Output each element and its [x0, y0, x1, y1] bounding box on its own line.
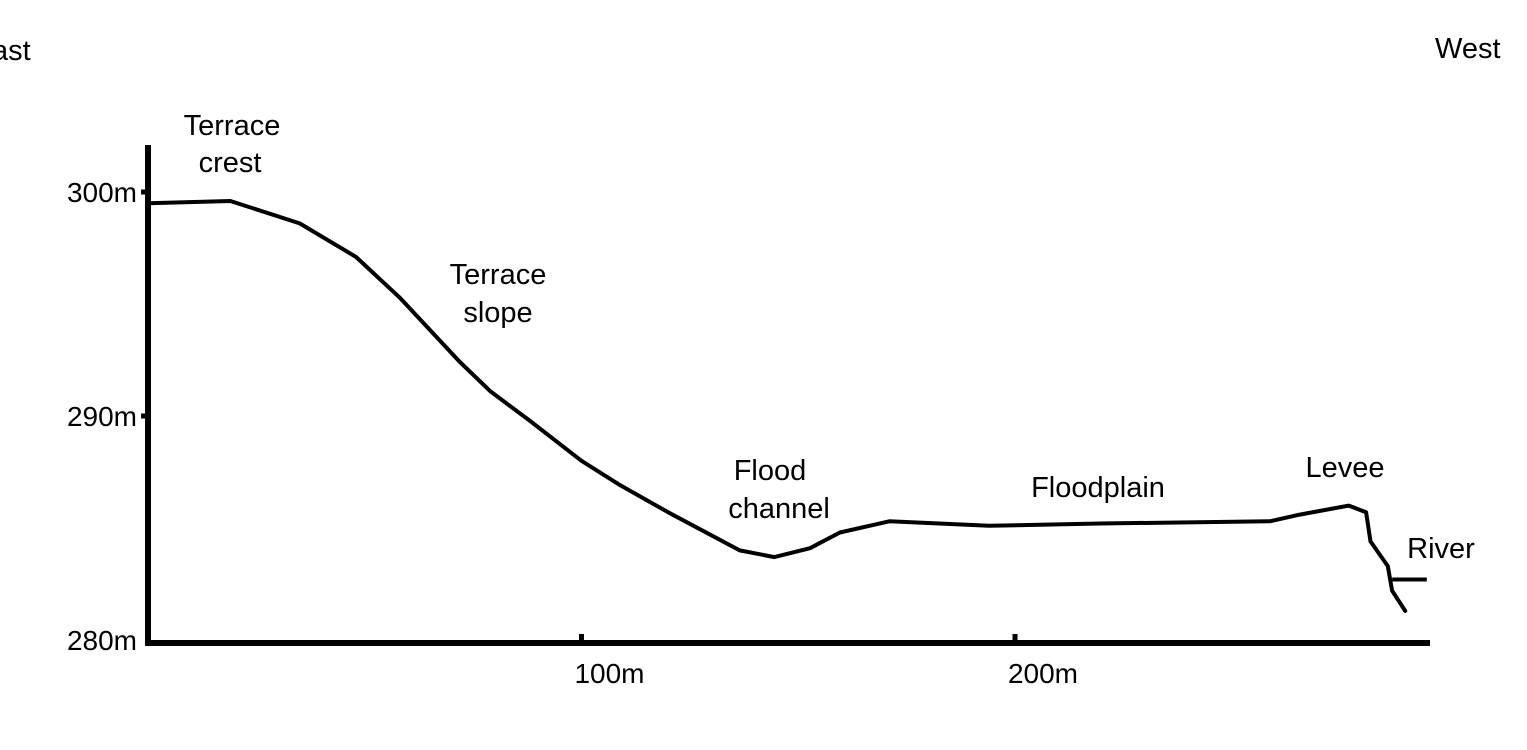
annotation-text: Terrace [184, 110, 281, 142]
east-label: ast [0, 35, 31, 67]
x-tick-label: 200m [1008, 658, 1078, 689]
annotation-text: Flood [734, 455, 807, 487]
y-tick-label: 300m [67, 177, 137, 208]
annotation-river: River [1407, 533, 1475, 565]
annotation-text: River [1407, 533, 1475, 565]
annotation-text: Floodplain [1031, 472, 1165, 504]
annotation-text: slope [463, 297, 532, 329]
west-label: West [1435, 33, 1501, 65]
annotation-floodplain: Floodplain [1031, 472, 1165, 504]
annotation-slope: Terrace slope [450, 259, 547, 329]
annotation-channel: Flood channel [728, 455, 830, 525]
annotation-levee: Levee [1305, 452, 1384, 484]
y-tick-label: 290m [67, 401, 137, 432]
annotation-text: Levee [1305, 452, 1384, 484]
annotation-text: channel [728, 493, 830, 525]
annotation-text: Terrace [450, 259, 547, 291]
ground-profile-line [146, 199, 1408, 613]
annotation-text: crest [199, 147, 262, 179]
x-tick-label: 100m [574, 658, 644, 689]
annotation-crest: Terrace crest [184, 110, 281, 179]
y-tick-label: 280m [67, 625, 137, 656]
